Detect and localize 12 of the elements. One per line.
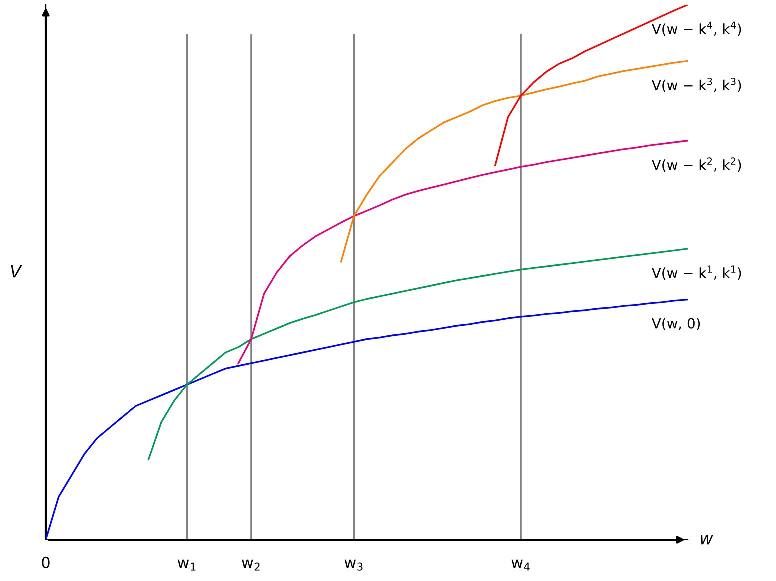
x-tick-label: 0 bbox=[42, 556, 50, 568]
x-tick-label: w$_{1}$ bbox=[178, 560, 196, 571]
series-label: V(w, 0) bbox=[652, 318, 700, 330]
series-label: V(w − k$^{2}$, k$^{2}$) bbox=[652, 158, 742, 172]
series-label: V(w − k$^{3}$, k$^{3}$) bbox=[652, 78, 742, 92]
x-tick-label: w$_{4}$ bbox=[512, 560, 530, 571]
x-tick-label: w$_{2}$ bbox=[242, 560, 260, 571]
series-label: V(w − k$^{1}$, k$^{1}$) bbox=[652, 266, 742, 280]
x-tick-label: w$_{3}$ bbox=[344, 560, 363, 571]
x-axis-title: w bbox=[701, 535, 714, 545]
series-label: V(w − k$^{4}$, k$^{4}$) bbox=[652, 22, 742, 36]
y-axis-title: V bbox=[11, 266, 22, 278]
